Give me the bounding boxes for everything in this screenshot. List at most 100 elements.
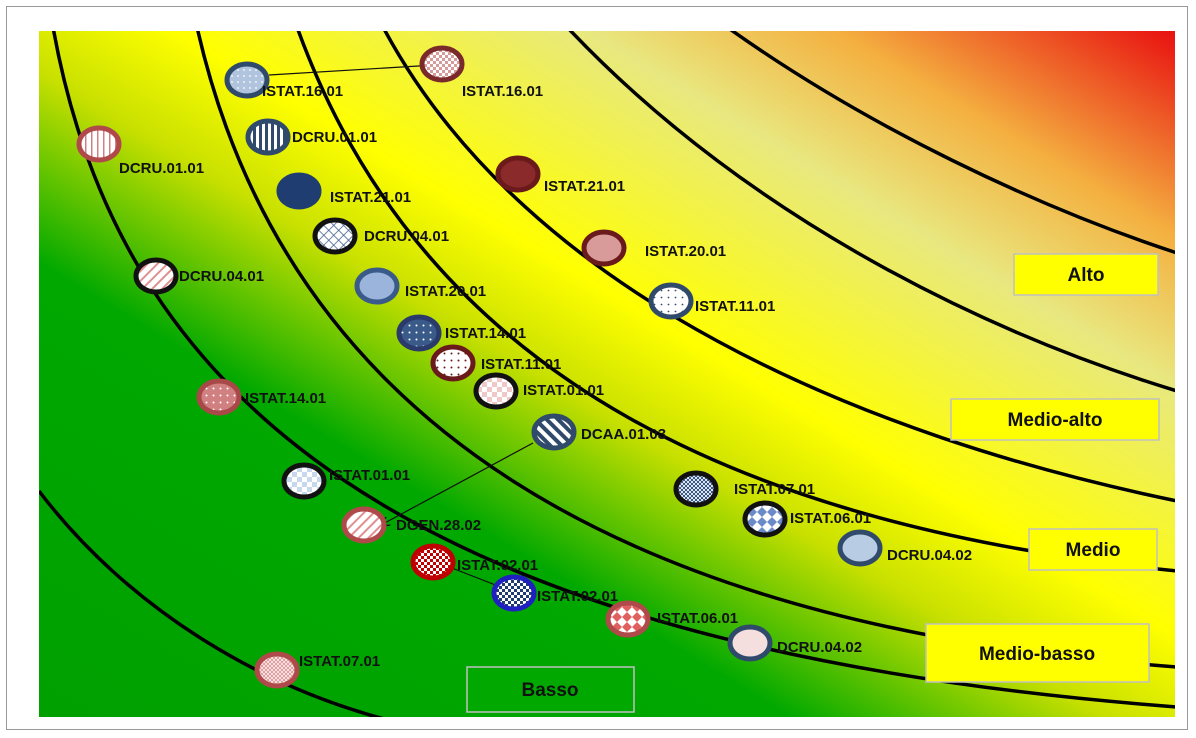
marker-label: ISTAT.06.01 <box>790 510 871 527</box>
marker-label: ISTAT.11.01 <box>481 356 561 373</box>
marker-pattern <box>651 285 691 317</box>
marker-istat-11-01: ISTAT.11.01 <box>430 344 561 382</box>
marker-label: ISTAT.01.01 <box>329 467 410 484</box>
marker-label: ISTAT.07.01 <box>299 653 380 670</box>
marker-label: DCRU.04.01 <box>364 228 449 245</box>
marker-istat-07-01: ISTAT.07.01 <box>254 651 380 689</box>
diagram-frame: Alto Medio-alto Medio Medio-basso Basso … <box>6 6 1188 730</box>
marker-circle <box>498 158 538 190</box>
marker-pattern <box>284 465 324 497</box>
marker-pattern <box>433 347 473 379</box>
marker-istat-16-01: ISTAT.16.01 <box>224 61 343 100</box>
marker-label: ISTAT.21.01 <box>330 189 411 206</box>
arrow-istat-16-01 <box>268 65 435 76</box>
marker-ring <box>312 217 358 255</box>
marker-ring <box>531 413 577 451</box>
marker-pattern <box>745 503 785 535</box>
marker-istat-16-01: ISTAT.16.01 <box>419 45 543 100</box>
marker-ring <box>224 61 270 99</box>
marker-dcru-04-02: DCRU.04.02 <box>837 529 972 567</box>
risk-gradient-background <box>39 31 1175 717</box>
marker-label: ISTAT.02.01 <box>537 588 618 605</box>
marker-label: ISTAT.21.01 <box>544 178 625 195</box>
marker-dcru-04-02: DCRU.04.02 <box>727 624 862 662</box>
marker-dcru-01-01: DCRU.01.01 <box>76 125 204 177</box>
marker-istat-06-01: ISTAT.06.01 <box>605 600 738 638</box>
marker-ring <box>133 257 179 295</box>
boundary-curve-7 <box>729 31 1175 255</box>
marker-istat-01-01: ISTAT.01.01 <box>473 372 604 410</box>
marker-pattern <box>199 381 239 413</box>
marker-pattern <box>257 654 297 686</box>
boundary-curve-2 <box>51 31 1175 709</box>
zone-label-medio-alto: Medio-alto <box>950 398 1160 441</box>
marker-istat-01-01: ISTAT.01.01 <box>281 462 410 500</box>
marker-ring <box>491 574 537 612</box>
marker-pattern <box>608 603 648 635</box>
marker-label: ISTAT.20.01 <box>645 243 726 260</box>
marker-ring <box>742 500 788 538</box>
marker-ring <box>196 378 242 416</box>
zone-text-medio: Medio <box>1066 540 1121 561</box>
marker-ring <box>581 229 627 267</box>
boundary-curve-5 <box>383 31 1175 503</box>
marker-circle <box>840 532 880 564</box>
risk-matrix-diagram: Alto Medio-alto Medio Medio-basso Basso … <box>39 31 1175 717</box>
marker-pattern <box>676 473 716 505</box>
marker-label: DCRU.01.01 <box>292 129 377 146</box>
marker-label: ISTAT.20.01 <box>405 283 486 300</box>
marker-istat-02-01: ISTAT.02.01 <box>491 574 618 612</box>
marker-ring <box>673 470 719 508</box>
marker-ring <box>473 372 519 410</box>
marker-label: ISTAT.16.01 <box>462 83 543 100</box>
marker-circle <box>279 175 319 207</box>
marker-istat-20-01: ISTAT.20.01 <box>581 229 726 267</box>
marker-ring <box>837 529 883 567</box>
marker-dcru-04-01: DCRU.04.01 <box>133 257 264 295</box>
marker-label: DCRU.04.01 <box>179 268 264 285</box>
marker-ring <box>254 651 300 689</box>
marker-ring <box>430 344 476 382</box>
marker-ring <box>281 462 327 500</box>
marker-ring <box>341 506 387 544</box>
marker-ring <box>354 267 400 305</box>
marker-dcru-01-01: DCRU.01.01 <box>245 118 377 156</box>
marker-label: ISTAT.07.01 <box>734 481 815 498</box>
marker-istat-14-01: ISTAT.14.01 <box>396 314 526 352</box>
marker-label: DCRU.04.02 <box>887 547 972 564</box>
marker-pattern <box>413 546 453 578</box>
boundary-curve-4 <box>296 31 1175 573</box>
marker-pattern <box>344 509 384 541</box>
boundary-curve-1 <box>39 489 384 717</box>
marker-ring <box>410 543 456 581</box>
marker-label: DCRU.01.01 <box>119 160 204 177</box>
zone-text-medio-alto: Medio-alto <box>1008 410 1103 431</box>
marker-pattern <box>227 64 267 96</box>
boundary-curve-6 <box>568 31 1175 393</box>
marker-ring <box>245 118 291 156</box>
marker-pattern <box>494 577 534 609</box>
marker-istat-07-01: ISTAT.07.01 <box>673 470 815 508</box>
marker-pattern <box>136 260 176 292</box>
zone-text-basso: Basso <box>521 680 578 701</box>
marker-ring <box>396 314 442 352</box>
marker-circle <box>584 232 624 264</box>
marker-ring <box>605 600 651 638</box>
zone-label-basso: Basso <box>466 666 635 713</box>
marker-istat-02-01: ISTAT.02.01 <box>410 543 538 581</box>
marker-label: ISTAT.14.01 <box>445 325 526 342</box>
marker-dcru-04-01: DCRU.04.01 <box>312 217 449 255</box>
zone-text-medio-basso: Medio-basso <box>979 644 1095 665</box>
marker-label: ISTAT.16.01 <box>262 83 343 100</box>
marker-ring <box>76 125 122 163</box>
marker-label: DCAA.01.03 <box>581 426 666 443</box>
marker-circle <box>357 270 397 302</box>
marker-ring <box>419 45 465 83</box>
zone-label-medio-basso: Medio-basso <box>925 623 1150 683</box>
marker-istat-20-01: ISTAT.20.01 <box>354 267 486 305</box>
zone-label-alto: Alto <box>1013 253 1159 296</box>
marker-pattern <box>399 317 439 349</box>
marker-istat-21-01: ISTAT.21.01 <box>276 172 411 210</box>
zone-label-medio: Medio <box>1028 528 1158 571</box>
marker-istat-21-01: ISTAT.21.01 <box>495 155 625 195</box>
